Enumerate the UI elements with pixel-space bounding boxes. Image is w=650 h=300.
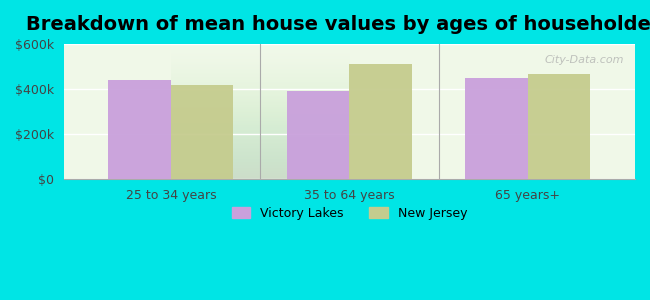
Bar: [171, 85, 233, 179]
Title: Breakdown of mean house values by ages of householders: Breakdown of mean house values by ages o…: [27, 15, 650, 34]
Bar: [465, 78, 528, 179]
Legend: Victory Lakes, New Jersey: Victory Lakes, New Jersey: [227, 202, 472, 225]
Bar: [350, 64, 412, 179]
Text: City-Data.com: City-Data.com: [544, 55, 623, 65]
Bar: [287, 91, 350, 179]
Bar: [528, 74, 590, 179]
Bar: [109, 80, 171, 179]
